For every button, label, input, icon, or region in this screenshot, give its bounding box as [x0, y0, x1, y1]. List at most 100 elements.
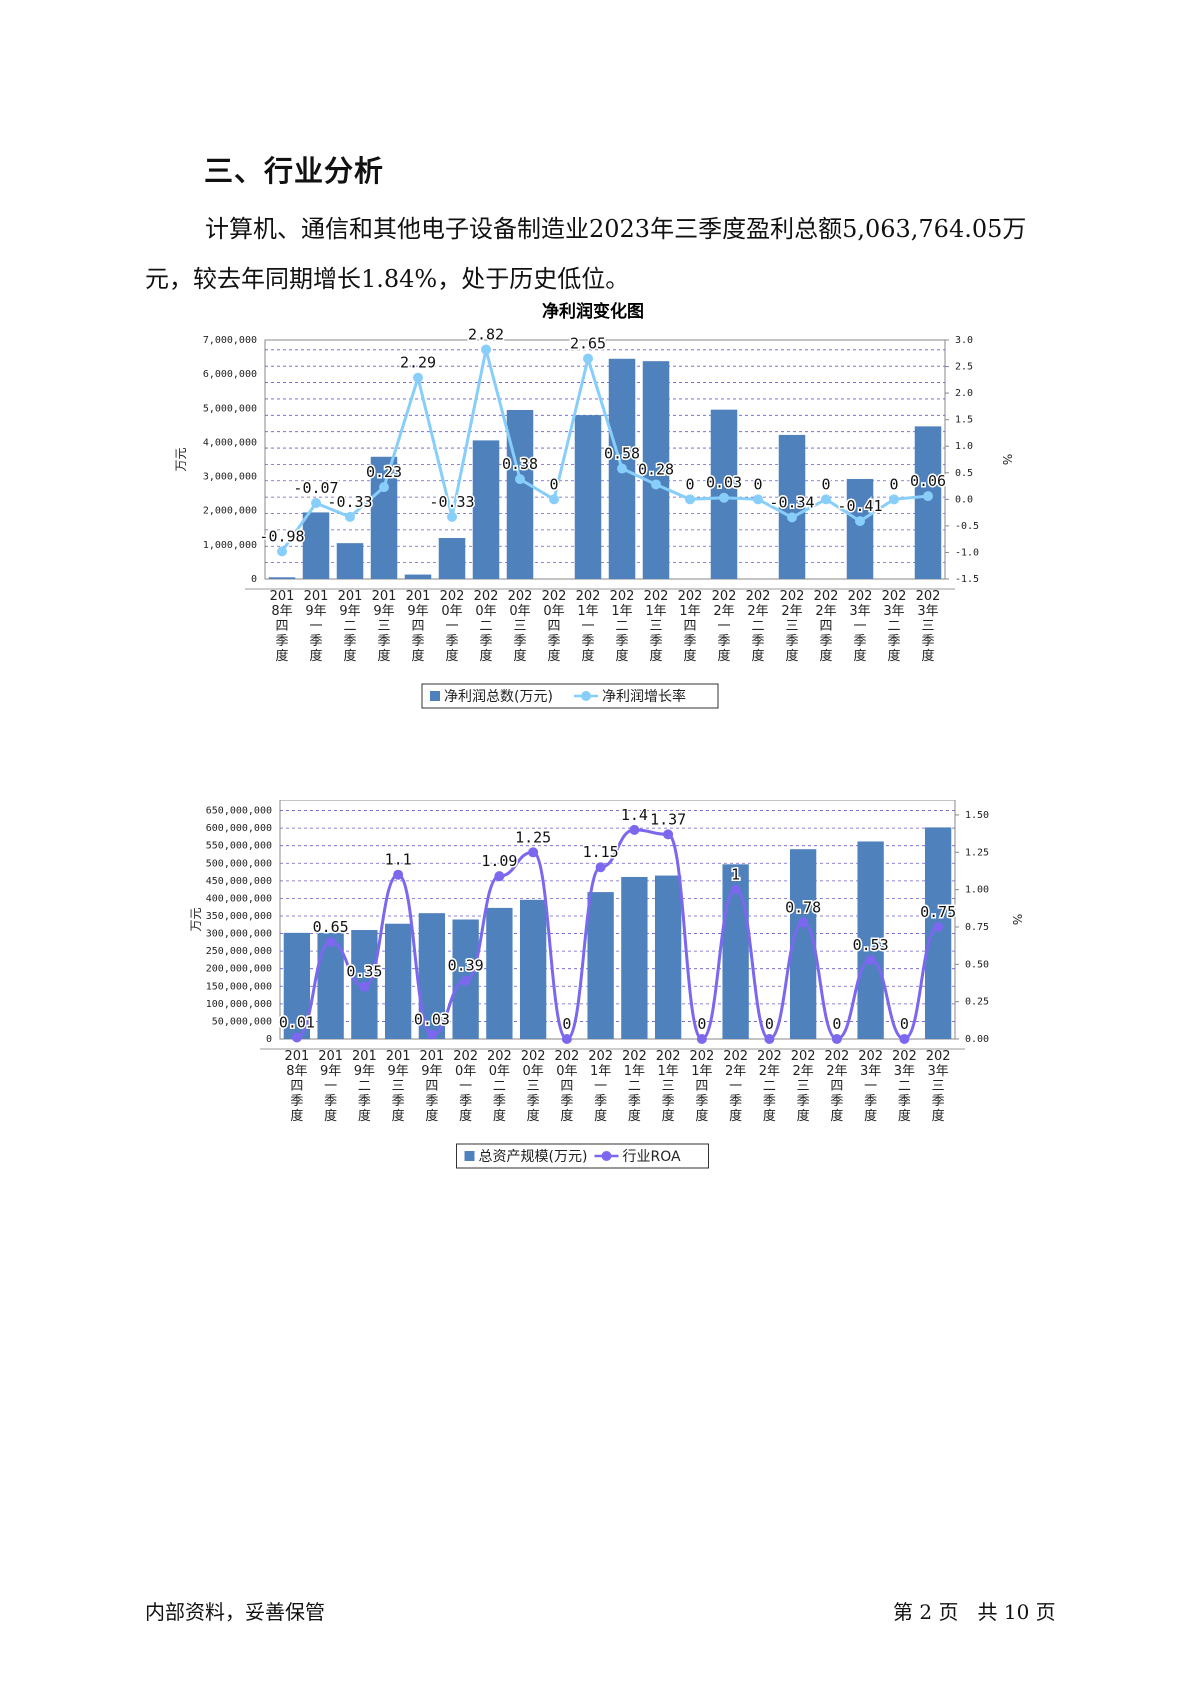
profit-x-tick-label: 3年 — [883, 604, 904, 619]
assets-line-point — [764, 1034, 775, 1044]
assets-line-point — [798, 917, 809, 928]
profit-line-point — [379, 482, 389, 493]
profit-x-tick-label: 1年 — [611, 604, 632, 619]
assets-legend-line-label: 行业ROA — [623, 1149, 682, 1165]
profit-line-point — [413, 372, 423, 383]
assets-x-tick-label: 四 — [560, 1079, 573, 1094]
profit-x-tick-label: 202 — [882, 589, 907, 604]
assets-x-tick-label: 202 — [656, 1049, 681, 1064]
profit-x-tick-label: 202 — [610, 589, 635, 604]
profit-x-tick-label: 度 — [411, 648, 424, 664]
profit-x-tick-label: 一 — [853, 619, 866, 634]
profit-x-tick-label: 季 — [547, 634, 560, 649]
assets-x-tick-label: 202 — [554, 1049, 579, 1064]
profit-y-tick-label: 2,000,000 — [203, 506, 257, 517]
profit-line-point — [617, 463, 627, 474]
assets-x-tick-label: 二 — [898, 1079, 911, 1094]
profit-x-tick-label: 202 — [440, 589, 465, 604]
profit-x-tick-label: 度 — [309, 648, 322, 664]
assets-line-point — [325, 936, 336, 947]
assets-x-tick-label: 季 — [527, 1094, 540, 1109]
assets-y2-axis-label: % — [1010, 914, 1024, 925]
net-profit-chart-svg: 净利润变化图 0 1,000,000 2,000,000 3,000,000 4,000,… — [174, 301, 1014, 709]
profit-bar — [506, 409, 534, 579]
profit-line-point — [787, 512, 797, 523]
assets-x-tick-label: 1年 — [691, 1064, 712, 1079]
assets-legend-box — [456, 1143, 709, 1169]
assets-y-tick-label: 650,000,000 — [206, 806, 272, 817]
profit-x-tick-label: 季 — [513, 634, 526, 649]
assets-x-tick-label: 201 — [318, 1049, 343, 1064]
profit-x-tick-label: 度 — [853, 648, 866, 664]
profit-y-tick-label: 7,000,000 — [203, 335, 257, 346]
assets-line-point — [393, 869, 404, 880]
profit-y-tick-label: 3,000,000 — [203, 472, 257, 483]
assets-data-label: 0.39 — [448, 957, 484, 975]
assets-x-tick-label: 四 — [695, 1079, 708, 1094]
assets-x-tick-label: 202 — [453, 1049, 478, 1064]
assets-line-point — [933, 921, 944, 932]
profit-data-label: 2.65 — [570, 335, 606, 353]
assets-x-tick-label: 季 — [324, 1094, 337, 1109]
assets-line-point — [595, 862, 606, 873]
net-profit-chart: 净利润变化图 0 1,000,000 2,000,000 3,000,000 4,000,… — [0, 300, 1191, 770]
assets-x-tick-label: 一 — [729, 1079, 742, 1094]
profit-x-tick-label: 2年 — [713, 604, 734, 619]
assets-x-tick-label: 202 — [892, 1049, 917, 1064]
profit-y-tick-label: 1,000,000 — [203, 540, 257, 551]
assets-data-label: 1.25 — [515, 828, 551, 846]
total-assets-chart: 总资产变化图050,000,000100,000,000150,000,0002… — [0, 800, 1191, 1280]
assets-x-tick-label: 季 — [392, 1094, 405, 1109]
assets-x-tick-label: 三 — [797, 1079, 810, 1094]
profit-bar — [370, 456, 398, 579]
profit-x-tick-label: 季 — [581, 634, 594, 649]
assets-x-tick-label: 201 — [386, 1049, 411, 1064]
profit-x-tick-label: 一 — [581, 619, 594, 634]
assets-data-label: 1 — [731, 866, 740, 884]
assets-x-tick-label: 二 — [628, 1079, 641, 1094]
profit-x-tick-label: 季 — [887, 634, 900, 649]
assets-x-tick-label: 季 — [358, 1094, 371, 1109]
profit-x-tick-label: 季 — [309, 634, 322, 649]
profit-line-point — [345, 511, 355, 522]
profit-x-tick-label: 季 — [819, 634, 832, 649]
assets-x-tick-label: 2年 — [759, 1064, 780, 1079]
profit-line-point — [549, 494, 559, 505]
profit-x-tick-label: 度 — [275, 648, 288, 664]
profit-data-label: -0.33 — [327, 493, 372, 511]
profit-x-tick-label: 202 — [678, 589, 703, 604]
assets-x-tick-label: 202 — [487, 1049, 512, 1064]
profit-data-label: 2.29 — [400, 354, 436, 372]
assets-x-tick-label: 度 — [527, 1108, 540, 1124]
profit-x-tick-label: 202 — [508, 589, 533, 604]
profit-x-tick-label: 季 — [853, 634, 866, 649]
assets-legend-line-marker — [601, 1151, 612, 1161]
profit-line-point — [889, 494, 899, 505]
assets-bar — [857, 841, 884, 1039]
profit-x-tick-label: 四 — [819, 619, 832, 634]
profit-x-tick-label: 度 — [887, 648, 900, 664]
profit-line-point — [651, 479, 661, 490]
profit-x-tick-label: 一 — [445, 619, 458, 634]
profit-bar — [642, 361, 670, 579]
assets-x-tick-label: 季 — [662, 1094, 675, 1109]
assets-x-tick-label: 0年 — [455, 1064, 476, 1079]
assets-x-tick-label: 9年 — [354, 1064, 375, 1079]
assets-x-tick-label: 四 — [830, 1079, 843, 1094]
assets-data-label: 0 — [765, 1015, 774, 1033]
assets-data-label: 1.37 — [650, 810, 686, 828]
assets-data-label: 0 — [562, 1015, 571, 1033]
assets-data-label: 0.03 — [414, 1011, 450, 1029]
profit-x-tick-label: 1年 — [577, 604, 598, 619]
assets-x-tick-label: 度 — [932, 1108, 945, 1124]
assets-x-tick-label: 1年 — [657, 1064, 678, 1079]
profit-bar — [268, 577, 296, 579]
assets-x-tick-label: 三 — [932, 1079, 945, 1094]
assets-y-tick-label: 450,000,000 — [206, 876, 272, 887]
profit-data-label: 0 — [685, 475, 694, 493]
assets-x-tick-label: 四 — [425, 1079, 438, 1094]
profit-y2-tick-label: 0.0 — [955, 494, 973, 505]
assets-x-tick-label: 度 — [560, 1108, 573, 1124]
profit-x-tick-label: 201 — [406, 589, 431, 604]
profit-y2-tick-label: -1.5 — [955, 574, 979, 585]
